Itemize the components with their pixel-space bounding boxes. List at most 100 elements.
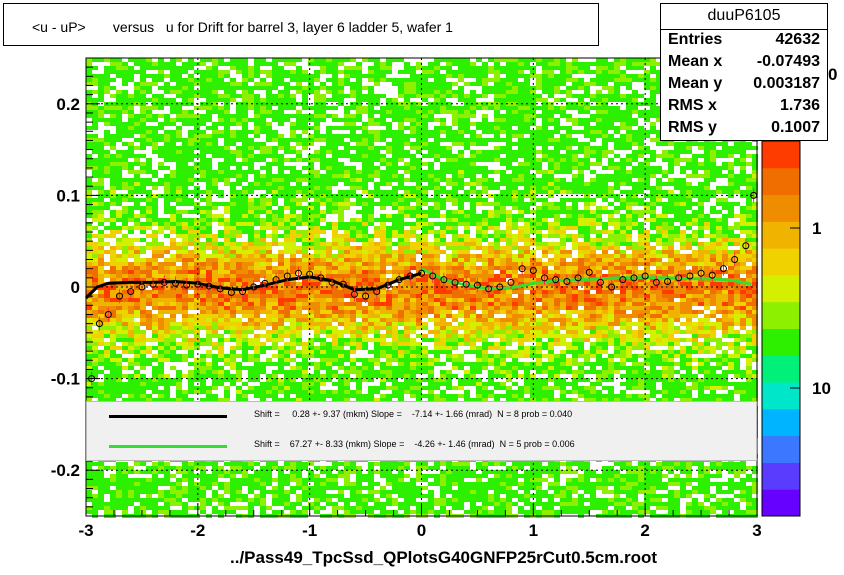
heatmap-cell [398, 178, 404, 182]
heatmap-cell [200, 106, 206, 110]
heatmap-cell [428, 262, 434, 266]
heatmap-cell [746, 194, 752, 198]
heatmap-cell [446, 178, 452, 182]
heatmap-cell [242, 226, 248, 230]
heatmap-cell [260, 130, 266, 134]
heatmap-cell [326, 190, 332, 194]
heatmap-cell [674, 162, 680, 166]
heatmap-cell [692, 214, 698, 218]
heatmap-cell [536, 86, 542, 90]
heatmap-cell [410, 66, 416, 70]
heatmap-cell [176, 154, 182, 158]
heatmap-cell [308, 258, 314, 262]
heatmap-cell [458, 162, 464, 166]
heatmap-cell [470, 158, 476, 162]
heatmap-cell [92, 202, 98, 206]
heatmap-cell [518, 174, 524, 178]
heatmap-cell [500, 234, 506, 238]
heatmap-cell [92, 214, 98, 218]
heatmap-cell [452, 110, 458, 114]
heatmap-cell [644, 114, 650, 118]
heatmap-cell [320, 242, 326, 246]
heatmap-cell [674, 186, 680, 190]
heatmap-cell [110, 274, 116, 278]
heatmap-cell [386, 194, 392, 198]
heatmap-cell [530, 74, 536, 78]
heatmap-cell [152, 214, 158, 218]
heatmap-cell [476, 158, 482, 162]
heatmap-cell [272, 134, 278, 138]
heatmap-cell [302, 258, 308, 262]
heatmap-cell [182, 98, 188, 102]
heatmap-cell [524, 266, 530, 270]
heatmap-cell [536, 230, 542, 234]
heatmap-cell [104, 158, 110, 162]
heatmap-cell [416, 150, 422, 154]
heatmap-cell [410, 242, 416, 246]
heatmap-cell [188, 142, 194, 146]
heatmap-cell [740, 190, 746, 194]
heatmap-cell [668, 166, 674, 170]
heatmap-cell [272, 178, 278, 182]
heatmap-cell [560, 262, 566, 266]
heatmap-cell [650, 150, 656, 154]
heatmap-cell [254, 66, 260, 70]
heatmap-cell [368, 250, 374, 254]
heatmap-cell [596, 182, 602, 186]
heatmap-cell [272, 62, 278, 66]
heatmap-cell [446, 154, 452, 158]
heatmap-cell [584, 254, 590, 258]
heatmap-cell [518, 194, 524, 198]
heatmap-cell [290, 218, 296, 222]
heatmap-cell [470, 174, 476, 178]
heatmap-cell [572, 70, 578, 74]
heatmap-cell [512, 98, 518, 102]
heatmap-cell [584, 154, 590, 158]
heatmap-cell [320, 230, 326, 234]
heatmap-cell [266, 186, 272, 190]
heatmap-cell [656, 262, 662, 266]
heatmap-cell [458, 86, 464, 90]
heatmap-cell [530, 230, 536, 234]
heatmap-cell [86, 178, 92, 182]
heatmap-cell [380, 178, 386, 182]
heatmap-cell [704, 218, 710, 222]
heatmap-cell [194, 138, 200, 142]
heatmap-cell [578, 246, 584, 250]
heatmap-cell [668, 254, 674, 258]
heatmap-cell [212, 262, 218, 266]
heatmap-cell [356, 138, 362, 142]
heatmap-cell [410, 142, 416, 146]
heatmap-cell [146, 126, 152, 130]
heatmap-cell [362, 126, 368, 130]
heatmap-cell [320, 190, 326, 194]
heatmap-cell [398, 106, 404, 110]
heatmap-cell [176, 110, 182, 114]
heatmap-cell [506, 118, 512, 122]
heatmap-cell [350, 190, 356, 194]
heatmap-cell [524, 202, 530, 206]
heatmap-cell [746, 238, 752, 242]
heatmap-cell [542, 62, 548, 66]
heatmap-cell [92, 126, 98, 130]
heatmap-cell [494, 146, 500, 150]
heatmap-cell [122, 278, 128, 282]
heatmap-cell [512, 222, 518, 226]
heatmap-cell [410, 130, 416, 134]
heatmap-cell [200, 74, 206, 78]
heatmap-cell [434, 238, 440, 242]
heatmap-cell [548, 206, 554, 210]
heatmap-cell [182, 62, 188, 66]
heatmap-cell [362, 218, 368, 222]
heatmap-cell [140, 258, 146, 262]
heatmap-cell [86, 114, 92, 118]
heatmap-cell [212, 190, 218, 194]
heatmap-cell [530, 154, 536, 158]
heatmap-cell [218, 86, 224, 90]
heatmap-cell [278, 266, 284, 270]
heatmap-cell [422, 190, 428, 194]
heatmap-cell [746, 210, 752, 214]
heatmap-cell [512, 198, 518, 202]
heatmap-cell [260, 270, 266, 274]
heatmap-cell [386, 110, 392, 114]
